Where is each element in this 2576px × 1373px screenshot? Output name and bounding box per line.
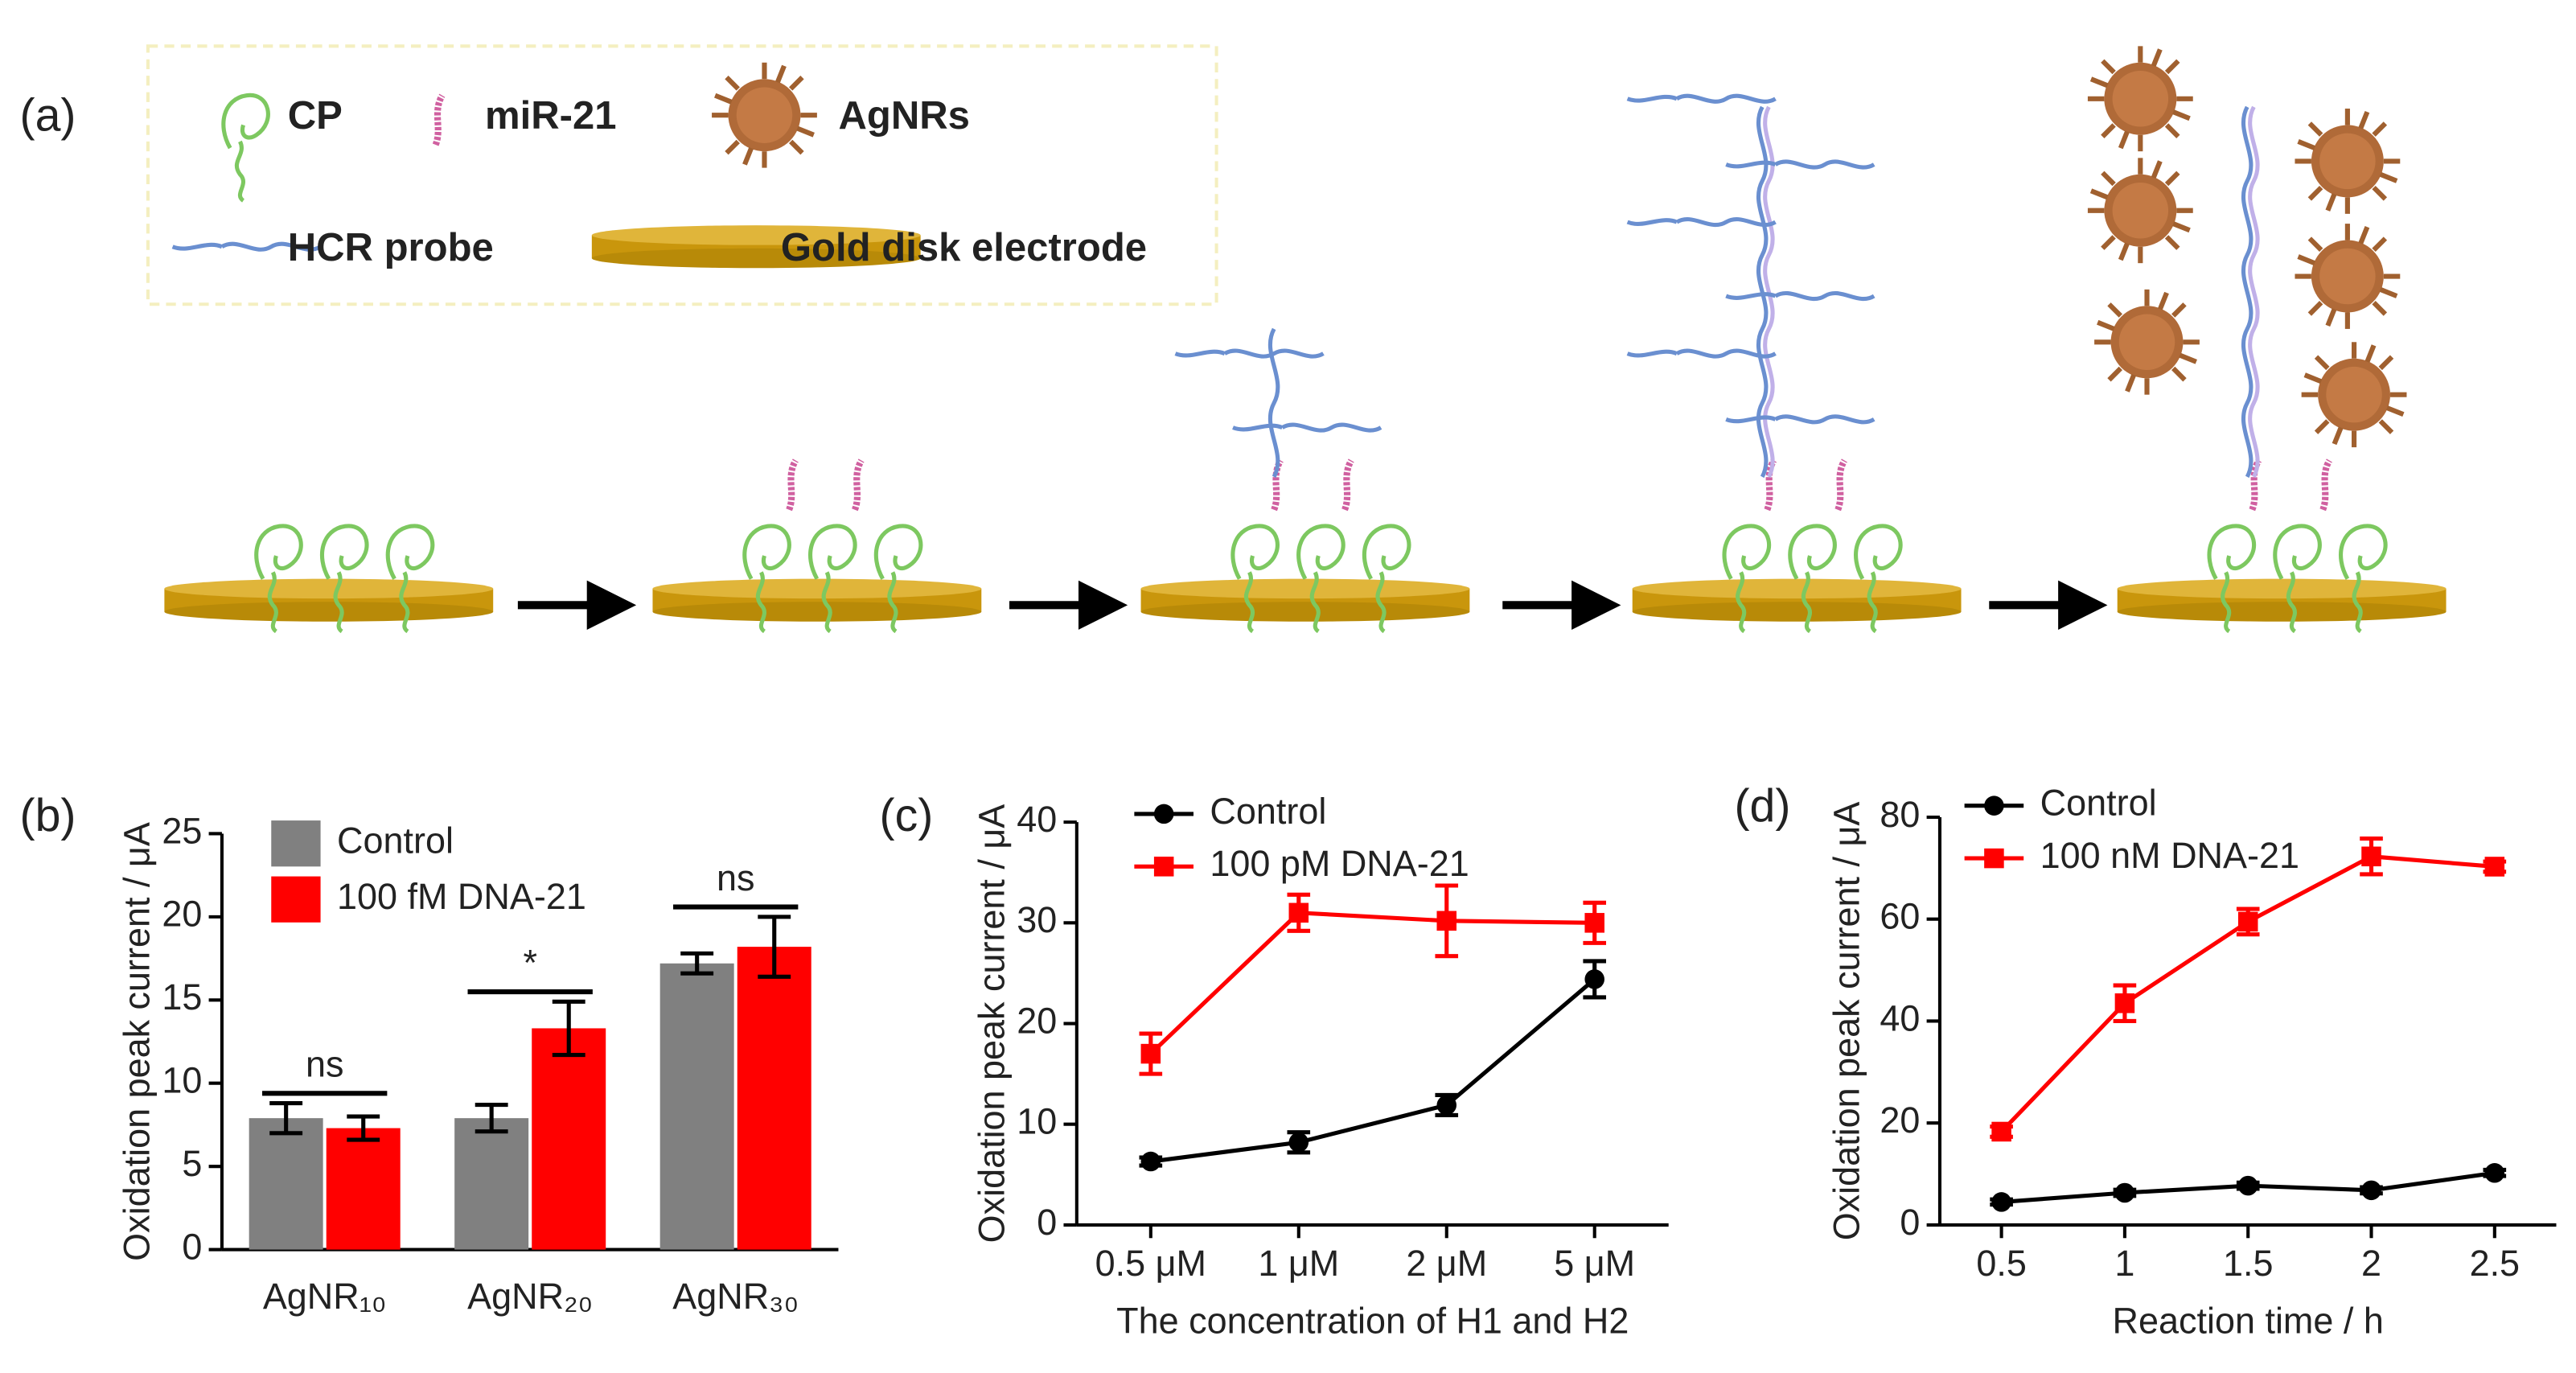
- legend-label: Control: [2040, 783, 2157, 824]
- panel-label: (c): [880, 790, 934, 841]
- legend-label: CP: [288, 94, 343, 138]
- legend-label: AgNRs: [838, 94, 970, 138]
- y-tick-label: 5: [182, 1143, 202, 1184]
- legend-box: [146, 44, 1218, 306]
- error-bar: [680, 951, 714, 976]
- significance-label: *: [523, 942, 537, 983]
- significance-label: ns: [717, 857, 754, 898]
- y-tick-label: 20: [1880, 1100, 1920, 1141]
- y-tick-label: 0: [1037, 1202, 1057, 1243]
- legend-label: 100 nM DNA-21: [2040, 835, 2299, 876]
- significance-label: ns: [306, 1043, 343, 1084]
- error-bar: [269, 1100, 303, 1136]
- point: [2484, 1163, 2505, 1183]
- point: [1288, 1132, 1309, 1153]
- mir-icon: [436, 96, 442, 145]
- x-tick-label: 2.5: [2470, 1243, 2521, 1284]
- x-tick-label: 1 μM: [1258, 1243, 1339, 1284]
- x-tick-label: AgNR₃₀: [672, 1276, 799, 1317]
- y-tick-label: 0: [1900, 1202, 1920, 1243]
- bar: [249, 1118, 323, 1250]
- bar: [454, 1118, 529, 1250]
- y-tick-label: 10: [162, 1060, 202, 1101]
- point: [1436, 1095, 1457, 1116]
- line: [1149, 911, 1595, 1055]
- point: [2484, 857, 2505, 877]
- point: [2114, 1182, 2135, 1203]
- x-tick-label: 1.5: [2223, 1243, 2274, 1284]
- bar: [326, 1128, 401, 1250]
- panel-label: (d): [1734, 780, 1790, 832]
- legend-label: HCR probe: [288, 226, 494, 269]
- legend-label: 100 fM DNA-21: [337, 876, 586, 917]
- y-tick-label: 0: [182, 1226, 202, 1267]
- legend-label: Control: [337, 820, 454, 861]
- x-tick-label: 5 μM: [1554, 1243, 1635, 1284]
- y-tick-label: 30: [1017, 899, 1057, 940]
- cp-icon: [224, 95, 269, 200]
- x-tick-label: AgNR₂₀: [467, 1276, 593, 1317]
- y-axis-label: Oxidation peak current / μA: [972, 804, 1013, 1244]
- steps: [164, 46, 2447, 631]
- legend-marker: [1984, 848, 2004, 869]
- y-tick-label: 60: [1880, 896, 1920, 937]
- point: [2114, 993, 2135, 1013]
- point: [2237, 911, 2258, 932]
- point: [1140, 1151, 1161, 1172]
- error-bar: [758, 915, 791, 979]
- point: [1991, 1121, 2011, 1142]
- x-tick-label: 2 μM: [1406, 1243, 1487, 1284]
- y-tick-label: 25: [162, 810, 202, 851]
- panel-label: (a): [20, 89, 76, 141]
- legend-label: Control: [1210, 791, 1326, 832]
- legend-marker: [1153, 857, 1174, 877]
- point: [2237, 1175, 2258, 1196]
- legend-label: miR-21: [485, 94, 617, 138]
- point: [2361, 1180, 2381, 1201]
- point: [1584, 913, 1604, 933]
- point: [1140, 1043, 1161, 1064]
- line: [1150, 977, 1596, 1164]
- y-axis-label: Oxidation peak current / μA: [117, 822, 158, 1261]
- legend-marker: [1153, 804, 1174, 824]
- y-tick-label: 15: [162, 976, 202, 1017]
- legend-marker: [1984, 795, 2004, 816]
- legend-label: Gold disk electrode: [781, 226, 1147, 269]
- error-bar: [347, 1114, 380, 1142]
- point: [2361, 846, 2381, 867]
- point: [1991, 1192, 2011, 1212]
- point: [1584, 969, 1604, 989]
- y-tick-label: 40: [1017, 799, 1057, 840]
- y-tick-label: 20: [1017, 1000, 1057, 1041]
- panel-label: (b): [20, 790, 76, 841]
- point: [1288, 902, 1309, 923]
- x-tick-label: 0.5: [1976, 1243, 2027, 1284]
- x-tick-label: AgNR₁₀: [263, 1276, 387, 1317]
- bar: [532, 1028, 606, 1250]
- schematic: (a) CP miR-21 AgNRs HCR probe Gold disk …: [20, 46, 2447, 631]
- x-tick-label: 0.5 μM: [1095, 1243, 1206, 1284]
- y-tick-label: 20: [162, 894, 202, 935]
- y-tick-label: 40: [1880, 997, 1920, 1038]
- agnr-icon: [712, 63, 817, 168]
- x-axis-label: Reaction time / h: [2113, 1300, 2384, 1341]
- x-tick-label: 2: [2361, 1243, 2381, 1284]
- error-bar: [475, 1103, 508, 1134]
- bar: [659, 963, 734, 1250]
- error-bar: [552, 999, 585, 1058]
- legend-swatch: [271, 820, 321, 867]
- bar: [737, 947, 811, 1250]
- line: [1999, 854, 2496, 1133]
- y-tick-label: 10: [1017, 1101, 1057, 1142]
- x-axis-label: The concentration of H1 and H2: [1116, 1300, 1629, 1341]
- y-axis-label: Oxidation peak current / μA: [1826, 802, 1867, 1241]
- y-tick-label: 80: [1880, 794, 1920, 835]
- point: [1436, 911, 1457, 931]
- legend-swatch: [271, 876, 321, 923]
- x-tick-label: 1: [2114, 1243, 2134, 1284]
- legend-label: 100 pM DNA-21: [1210, 843, 1469, 884]
